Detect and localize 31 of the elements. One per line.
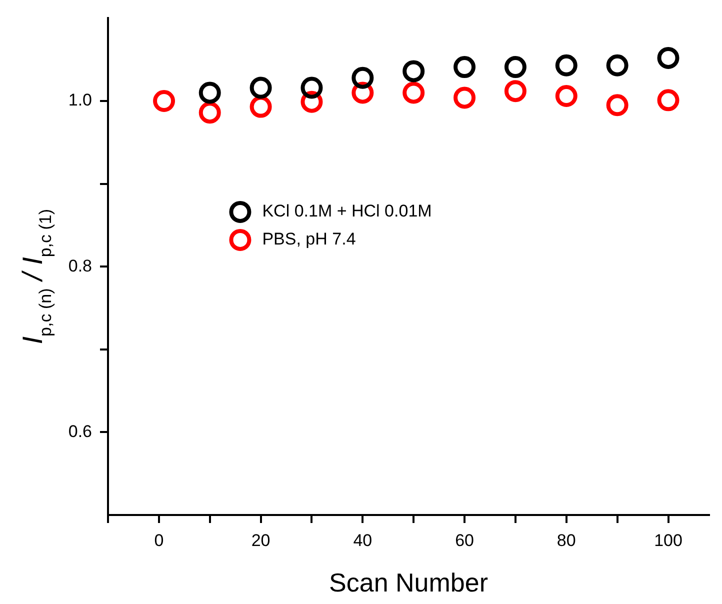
point — [250, 76, 272, 99]
x-tick-label: 40 — [353, 530, 372, 550]
point — [657, 89, 680, 112]
x-axis-title: Scan Number — [329, 568, 488, 598]
point — [504, 56, 526, 78]
point — [606, 94, 628, 116]
point — [657, 46, 680, 69]
point — [198, 102, 221, 124]
x-tick-label: 80 — [556, 530, 576, 550]
legend-label: PBS, pH 7.4 — [262, 230, 356, 249]
x-tick-label: 20 — [251, 530, 270, 550]
point — [198, 82, 221, 104]
y-tick-label: 0.6 — [68, 422, 92, 441]
point — [555, 54, 578, 76]
y-tick-label: 1.0 — [68, 90, 92, 110]
x-tick-label: 60 — [455, 530, 474, 550]
point — [454, 86, 476, 109]
legend-label: KCl 0.1M + HCl 0.01M — [262, 202, 432, 221]
y-tick-label: 0.8 — [68, 256, 92, 276]
x-tick-label: 100 — [654, 530, 682, 550]
point — [352, 66, 374, 89]
point — [402, 82, 425, 104]
point — [300, 76, 323, 99]
x-tick-label: 0 — [154, 530, 164, 550]
point — [606, 54, 628, 76]
point — [555, 85, 578, 108]
point — [153, 90, 176, 112]
point — [454, 56, 476, 78]
point — [402, 60, 425, 82]
y-axis-title: Ip,c (n) / Ip,c (1) — [17, 208, 55, 344]
point — [504, 80, 526, 102]
